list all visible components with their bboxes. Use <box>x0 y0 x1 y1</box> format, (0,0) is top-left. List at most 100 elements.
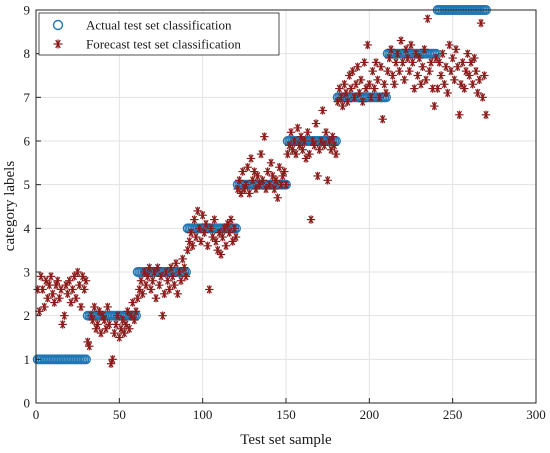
forecast-point <box>391 58 401 67</box>
x-axis-label: Test set sample <box>240 432 332 448</box>
forecast-point <box>345 71 354 80</box>
forecast-point <box>341 88 351 98</box>
forecast-point <box>185 237 194 246</box>
forecast-series <box>33 14 491 368</box>
forecast-point <box>150 267 159 277</box>
forecast-point <box>431 53 441 63</box>
forecast-point <box>310 141 319 150</box>
forecast-point <box>318 106 327 115</box>
x-tick-label: 100 <box>193 407 213 422</box>
forecast-point <box>346 84 356 93</box>
forecast-point <box>181 272 191 281</box>
forecast-point <box>370 84 379 93</box>
forecast-point <box>421 75 431 85</box>
forecast-point <box>145 263 154 272</box>
forecast-point <box>285 141 294 150</box>
forecast-point <box>456 80 466 89</box>
forecast-point <box>265 180 274 189</box>
y-tick-label: 5 <box>24 177 31 192</box>
forecast-point <box>350 93 359 102</box>
forecast-point <box>416 80 426 89</box>
forecast-point <box>186 228 196 237</box>
forecast-point <box>246 154 256 163</box>
forecast-point <box>130 315 139 325</box>
x-tick-label: 150 <box>276 407 296 422</box>
forecast-point <box>365 80 374 89</box>
forecast-point <box>480 71 489 80</box>
forecast-point <box>298 145 307 154</box>
forecast-point <box>243 163 252 172</box>
forecast-point <box>65 276 74 285</box>
forecast-point <box>196 237 206 246</box>
forecast-point <box>245 189 254 198</box>
forecast-point <box>295 141 304 150</box>
forecast-point <box>283 149 292 159</box>
forecast-point <box>381 88 391 98</box>
forecast-point <box>313 171 322 181</box>
legend-asterisk-marker <box>53 39 63 49</box>
forecast-point <box>226 215 236 224</box>
forecast-point <box>135 285 144 294</box>
forecast-point <box>48 289 57 299</box>
forecast-point <box>236 189 246 198</box>
forecast-point <box>201 219 211 229</box>
forecast-point <box>88 315 97 325</box>
forecast-point <box>333 97 342 106</box>
forecast-point <box>473 88 482 98</box>
forecast-point <box>380 80 389 89</box>
forecast-point <box>353 62 362 71</box>
forecast-point <box>311 119 321 128</box>
forecast-point <box>43 294 52 303</box>
forecast-point <box>213 245 222 255</box>
forecast-point <box>66 298 76 307</box>
forecast-point <box>191 232 201 242</box>
legend-asterisk <box>53 39 63 49</box>
forecast-point <box>170 280 179 290</box>
forecast-point <box>260 132 269 141</box>
forecast-point <box>360 58 369 67</box>
forecast-point <box>230 224 239 233</box>
forecast-point <box>241 180 251 189</box>
forecast-point <box>238 167 247 176</box>
forecast-point <box>301 154 311 163</box>
forecast-point <box>413 71 422 80</box>
y-axis-label: category labels <box>2 161 18 252</box>
forecast-point <box>471 66 481 76</box>
forecast-point <box>55 294 64 303</box>
forecast-point <box>441 62 451 71</box>
forecast-point <box>270 184 279 194</box>
forecast-point <box>165 285 174 294</box>
y-tick-label: 8 <box>24 46 31 61</box>
x-tick-label: 200 <box>360 407 380 422</box>
forecast-point <box>131 307 141 316</box>
forecast-point <box>115 333 124 342</box>
forecast-point <box>323 176 332 185</box>
forecast-point <box>178 254 187 264</box>
forecast-point <box>383 66 392 76</box>
forecast-point <box>411 49 421 58</box>
forecast-point <box>425 66 434 76</box>
forecast-point <box>203 241 212 250</box>
forecast-point <box>183 245 192 255</box>
forecast-point <box>296 132 306 141</box>
forecast-point <box>126 311 136 320</box>
forecast-point <box>155 280 164 290</box>
forecast-point <box>458 58 467 67</box>
forecast-point <box>36 272 46 281</box>
forecast-point <box>263 167 272 176</box>
forecast-point <box>101 324 111 333</box>
forecast-point <box>248 176 257 185</box>
actual-point <box>81 354 91 365</box>
forecast-point <box>198 211 207 220</box>
forecast-point <box>38 285 47 294</box>
forecast-point <box>231 232 241 242</box>
forecast-point <box>321 128 331 137</box>
forecast-point <box>93 320 102 329</box>
forecast-point <box>75 280 84 290</box>
forecast-point <box>206 224 216 233</box>
forecast-point <box>291 149 301 159</box>
forecast-point <box>373 75 382 85</box>
forecast-point <box>303 128 312 137</box>
forecast-point <box>250 167 259 176</box>
forecast-point <box>60 311 69 320</box>
